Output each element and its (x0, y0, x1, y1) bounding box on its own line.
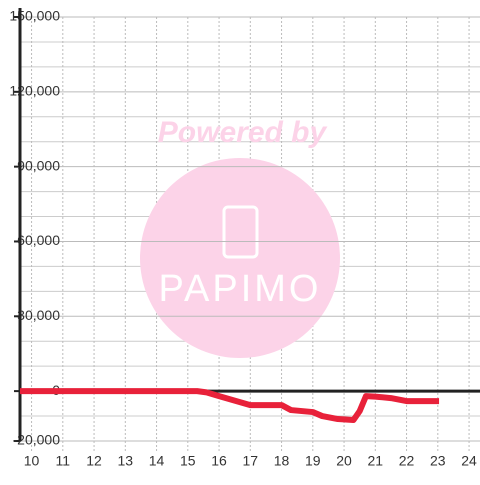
x-tick-label: 17 (243, 453, 259, 469)
x-tick-label: 10 (24, 453, 40, 469)
x-tick-label: 24 (461, 453, 477, 469)
x-tick-label: 21 (368, 453, 384, 469)
y-tick-label: 30,000 (17, 307, 60, 323)
data-line (20, 388, 440, 424)
y-tick-label: 90,000 (17, 157, 60, 173)
x-tick-label: 15 (180, 453, 196, 469)
x-tick-label: 23 (430, 453, 446, 469)
x-tick-label: 14 (149, 453, 165, 469)
x-tick-label: 11 (56, 453, 71, 469)
watermark-phone (222, 205, 259, 259)
y-tick-label: 150,000 (9, 8, 60, 24)
watermark-text: Powered by (158, 116, 328, 149)
y-tick-label: 60,000 (17, 232, 60, 248)
watermark-logo: PAPIMO (159, 268, 322, 310)
x-tick-label: 22 (399, 453, 415, 469)
x-tick-label: 18 (274, 453, 290, 469)
watermark: Powered by PAPIMO (140, 116, 340, 358)
x-tick-label: 13 (118, 453, 134, 469)
y-tick-label: -20,000 (13, 432, 61, 448)
x-tick-label: 20 (336, 453, 352, 469)
x-tick-label: 16 (211, 453, 227, 469)
y-tick-label: 120,000 (9, 83, 60, 99)
x-tick-label: 19 (305, 453, 321, 469)
x-tick-label: 12 (86, 453, 102, 469)
